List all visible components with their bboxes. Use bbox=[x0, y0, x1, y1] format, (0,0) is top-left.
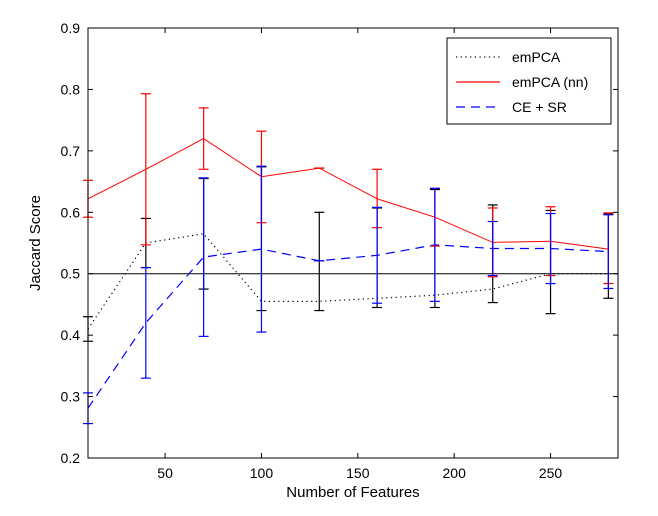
y-axis-label: Jaccard Score bbox=[27, 195, 44, 291]
series-line-1 bbox=[87, 138, 609, 250]
y-tick-label: 0.3 bbox=[61, 389, 81, 405]
x-tick-label: 50 bbox=[157, 465, 173, 481]
x-tick-label: 100 bbox=[250, 465, 274, 481]
errorbar-layer bbox=[83, 93, 614, 425]
x-axis-label: Number of Features bbox=[286, 484, 419, 501]
legend-label-1: emPCA (nn) bbox=[512, 74, 588, 90]
legend-label-0: emPCA bbox=[512, 49, 561, 65]
y-tick-label: 0.5 bbox=[61, 266, 81, 282]
x-tick-label: 200 bbox=[443, 465, 467, 481]
x-tick-label: 250 bbox=[539, 465, 563, 481]
series-layer bbox=[87, 138, 609, 409]
y-tick-label: 0.7 bbox=[61, 143, 81, 159]
y-tick-label: 0.9 bbox=[61, 20, 81, 36]
ticks-layer: 50 100 150 200 250 0.2 0.3 0.4 0.5 0.6 0.7 0.8 0.9 bbox=[61, 20, 618, 481]
y-tick-label: 0.4 bbox=[61, 327, 81, 343]
y-tick-label: 0.6 bbox=[61, 204, 81, 220]
y-tick-label: 0.8 bbox=[61, 81, 81, 97]
series-line-0 bbox=[87, 233, 609, 330]
plot-frame bbox=[87, 27, 619, 459]
y-tick-label: 0.2 bbox=[61, 450, 81, 466]
legend-entries: emPCA emPCA (nn) CE + SR bbox=[456, 49, 588, 115]
x-tick-label: 150 bbox=[346, 465, 370, 481]
legend: emPCA emPCA (nn) CE + SR bbox=[446, 37, 612, 125]
legend-box bbox=[446, 37, 612, 125]
series-line-2 bbox=[87, 244, 609, 409]
legend-label-2: CE + SR bbox=[512, 99, 567, 115]
